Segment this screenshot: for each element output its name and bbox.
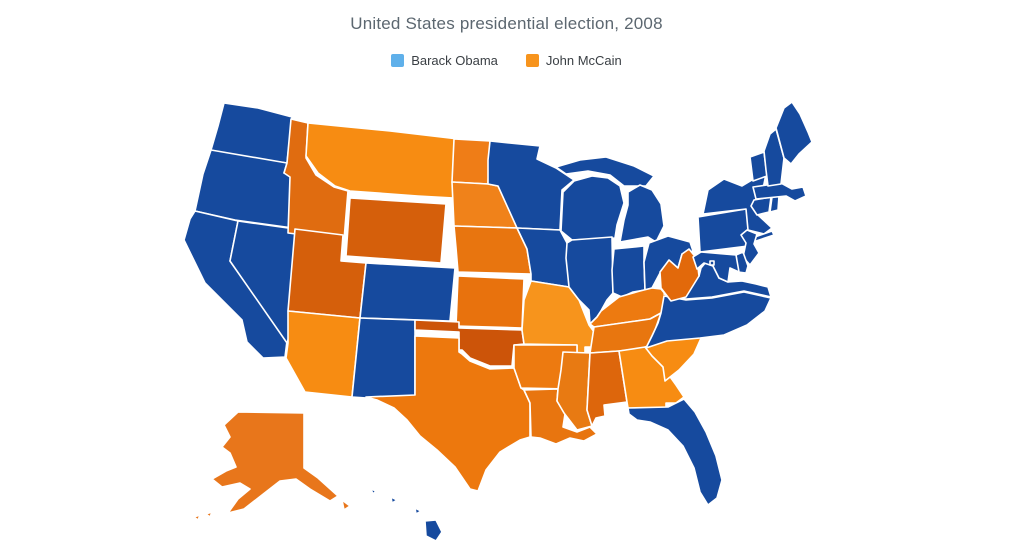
mccain-color-swatch bbox=[525, 54, 539, 67]
state-az[interactable]: Arizona — John McCain bbox=[285, 310, 361, 398]
state-hi[interactable]: Hawaii — Barack Obama bbox=[370, 488, 443, 542]
state-dc[interactable]: District of Columbia — Barack Obama bbox=[709, 260, 715, 266]
state-nm[interactable]: New Mexico — Barack Obama bbox=[351, 317, 416, 399]
state-fl[interactable]: Florida — Barack Obama bbox=[627, 398, 723, 506]
state-nh[interactable]: New Hampshire — Barack Obama bbox=[763, 128, 785, 187]
state-ks[interactable]: Kansas — John McCain bbox=[455, 275, 525, 329]
legend-label-mccain: John McCain bbox=[545, 53, 622, 68]
state-nj[interactable]: New Jersey — Barack Obama bbox=[740, 229, 760, 266]
state-mn[interactable]: Minnesota — Barack Obama bbox=[487, 140, 575, 231]
state-wy[interactable]: Wyoming — John McCain bbox=[345, 197, 447, 264]
state-co[interactable]: Colorado — Barack Obama bbox=[359, 262, 456, 322]
state-nd[interactable]: North Dakota — John McCain bbox=[451, 138, 491, 185]
state-ri[interactable]: Rhode Island — Barack Obama bbox=[769, 195, 780, 213]
obama-color-swatch bbox=[391, 54, 405, 67]
state-wi[interactable]: Wisconsin — Barack Obama bbox=[560, 175, 625, 241]
state-nc[interactable]: North Carolina — Barack Obama bbox=[645, 291, 772, 349]
legend-label-obama: Barack Obama bbox=[411, 53, 498, 68]
state-me[interactable]: Maine — Barack Obama bbox=[775, 101, 813, 165]
state-md[interactable]: Maryland — Barack Obama bbox=[692, 251, 740, 283]
state-ak[interactable]: Alaska — John McCain bbox=[193, 411, 351, 521]
state-ok[interactable]: Oklahoma — John McCain bbox=[414, 319, 525, 367]
chart-title: United States presidential election, 200… bbox=[350, 14, 663, 33]
state-in[interactable]: Indiana — Barack Obama bbox=[611, 245, 646, 298]
state-mt[interactable]: Montana — John McCain bbox=[305, 122, 459, 199]
legend-item-mccain[interactable]: John McCain bbox=[525, 53, 622, 68]
legend: Barack Obama John McCain bbox=[0, 53, 1013, 68]
state-ma[interactable]: Massachusetts — Barack Obama bbox=[752, 182, 807, 202]
legend-item-obama[interactable]: Barack Obama bbox=[391, 53, 498, 68]
state-tx[interactable]: Texas — John McCain bbox=[365, 335, 531, 492]
